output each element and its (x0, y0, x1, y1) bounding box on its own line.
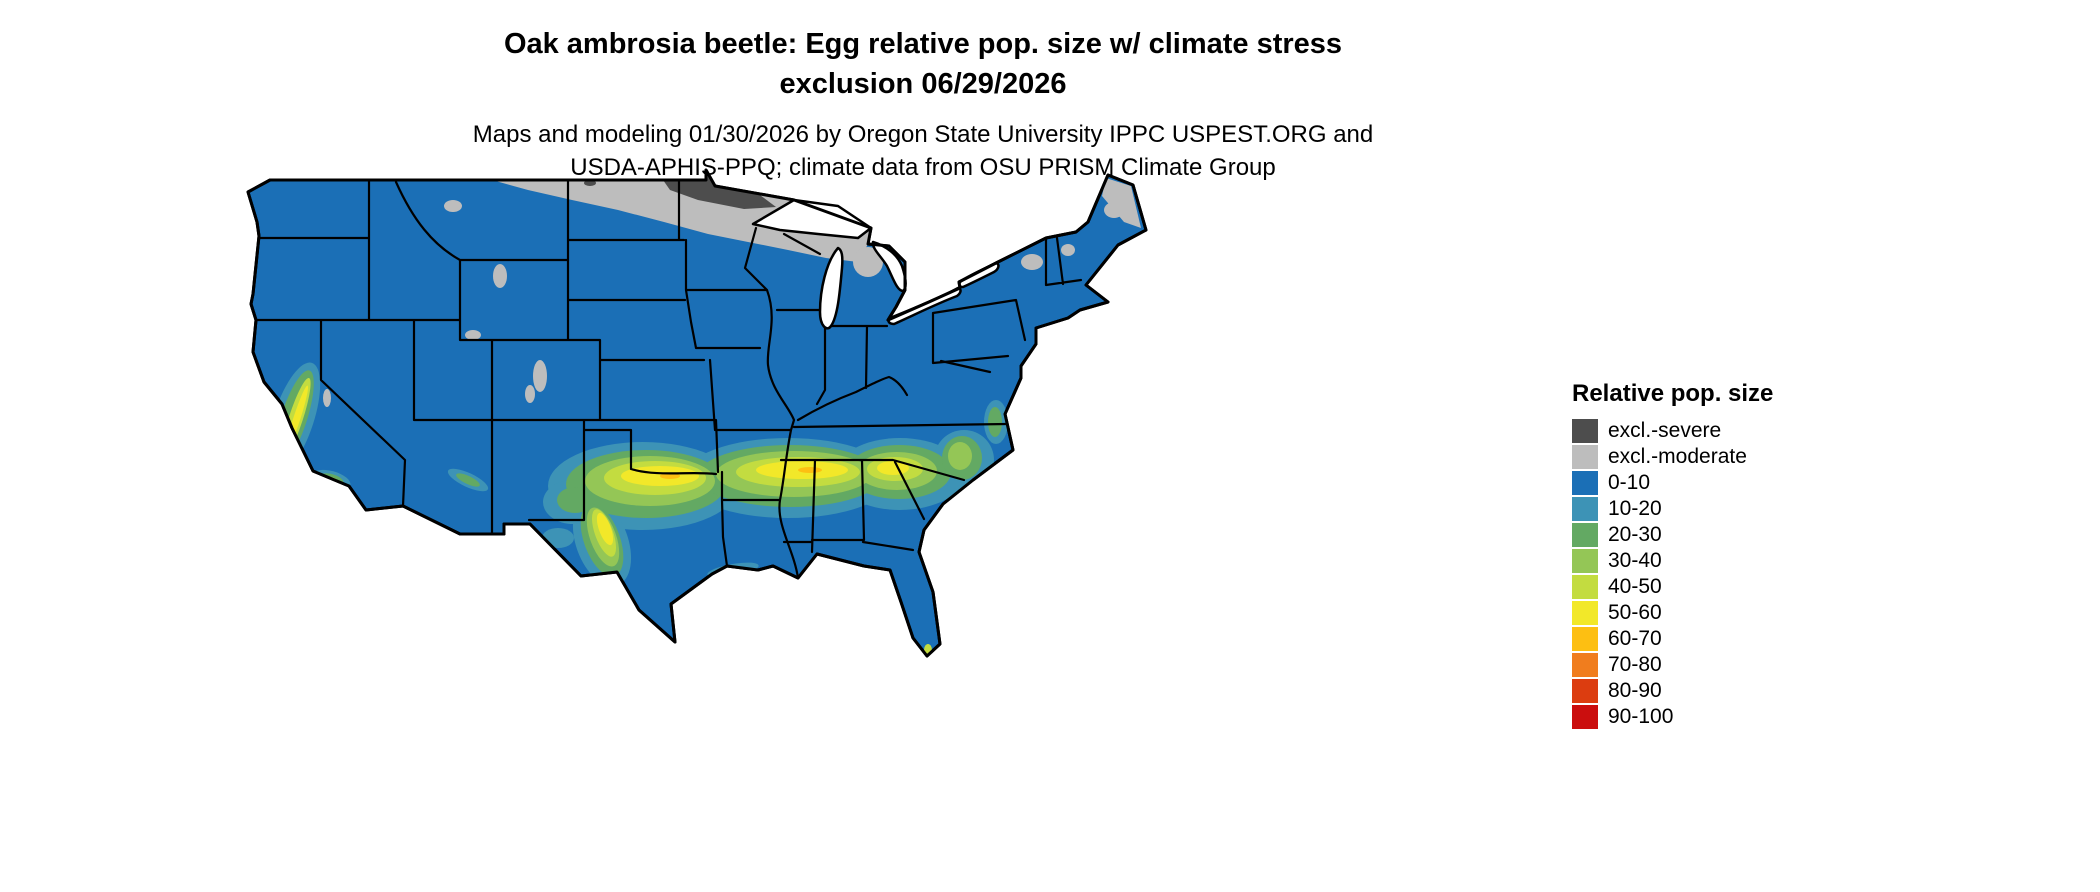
legend-item-label: 70-80 (1608, 653, 1662, 676)
lake-superior (751, 198, 873, 240)
legend-item-label: excl.-moderate (1608, 445, 1747, 468)
legend-item: excl.-moderate (1572, 444, 1773, 470)
legend-item-label: 90-100 (1608, 705, 1674, 728)
legend-item-label: 0-10 (1608, 471, 1651, 494)
legend-swatch (1572, 445, 1598, 469)
legend-item-label: 10-20 (1608, 497, 1662, 520)
legend-item: 60-70 (1572, 626, 1773, 652)
legend-swatch (1572, 497, 1598, 521)
figure-title: Oak ambrosia beetle: Egg relative pop. s… (0, 24, 1846, 104)
legend-item: 0-10 (1572, 470, 1773, 496)
us-map (228, 150, 1153, 665)
subtitle-line-2: USDA-APHIS-PPQ; climate data from OSU PR… (570, 154, 1276, 181)
legend-item: 30-40 (1572, 548, 1773, 574)
legend-swatch (1572, 419, 1598, 443)
legend-item: excl.-severe (1572, 418, 1773, 444)
great-lakes (751, 198, 1000, 330)
legend-swatch (1572, 705, 1598, 729)
legend-item-label: 20-30 (1608, 523, 1662, 546)
legend-item: 70-80 (1572, 652, 1773, 678)
legend-item: 20-30 (1572, 522, 1773, 548)
state-borders (254, 178, 1083, 580)
map-region-exclusion-moderate (323, 170, 1141, 407)
legend-item: 90-100 (1572, 704, 1773, 730)
map-band-60-70 (660, 467, 822, 479)
legend-item: 50-60 (1572, 600, 1773, 626)
legend-title: Relative pop. size (1572, 380, 1774, 407)
legend-item: 40-50 (1572, 574, 1773, 600)
map-outline (246, 168, 1148, 658)
legend-swatch (1572, 549, 1598, 573)
legend-swatch (1572, 627, 1598, 651)
legend-item: 80-90 (1572, 678, 1773, 704)
legend-swatch (1572, 601, 1598, 625)
legend-swatch (1572, 653, 1598, 677)
legend-swatch (1572, 575, 1598, 599)
lake-michigan (818, 246, 844, 330)
legend-item: 10-20 (1572, 496, 1773, 522)
figure-subtitle: Maps and modeling 01/30/2026 by Oregon S… (0, 118, 1846, 184)
us-map-svg (246, 168, 1148, 658)
legend-item-label: 80-90 (1608, 679, 1662, 702)
legend-item-label: 60-70 (1608, 627, 1662, 650)
legend-swatch (1572, 523, 1598, 547)
legend: Relative pop. size excl.-severe excl.-mo… (1572, 380, 1773, 730)
legend-item-label: 30-40 (1608, 549, 1662, 572)
title-line-1: Oak ambrosia beetle: Egg relative pop. s… (503, 28, 1343, 60)
legend-swatch (1572, 679, 1598, 703)
legend-item-label: 50-60 (1608, 601, 1662, 624)
title-line-2: exclusion 06/29/2026 (779, 68, 1067, 100)
legend-item-label: excl.-severe (1608, 419, 1722, 442)
legend-item-label: 40-50 (1608, 575, 1662, 598)
map-landmass (246, 168, 1148, 658)
subtitle-line-1: Maps and modeling 01/30/2026 by Oregon S… (472, 121, 1374, 148)
legend-swatch (1572, 471, 1598, 495)
